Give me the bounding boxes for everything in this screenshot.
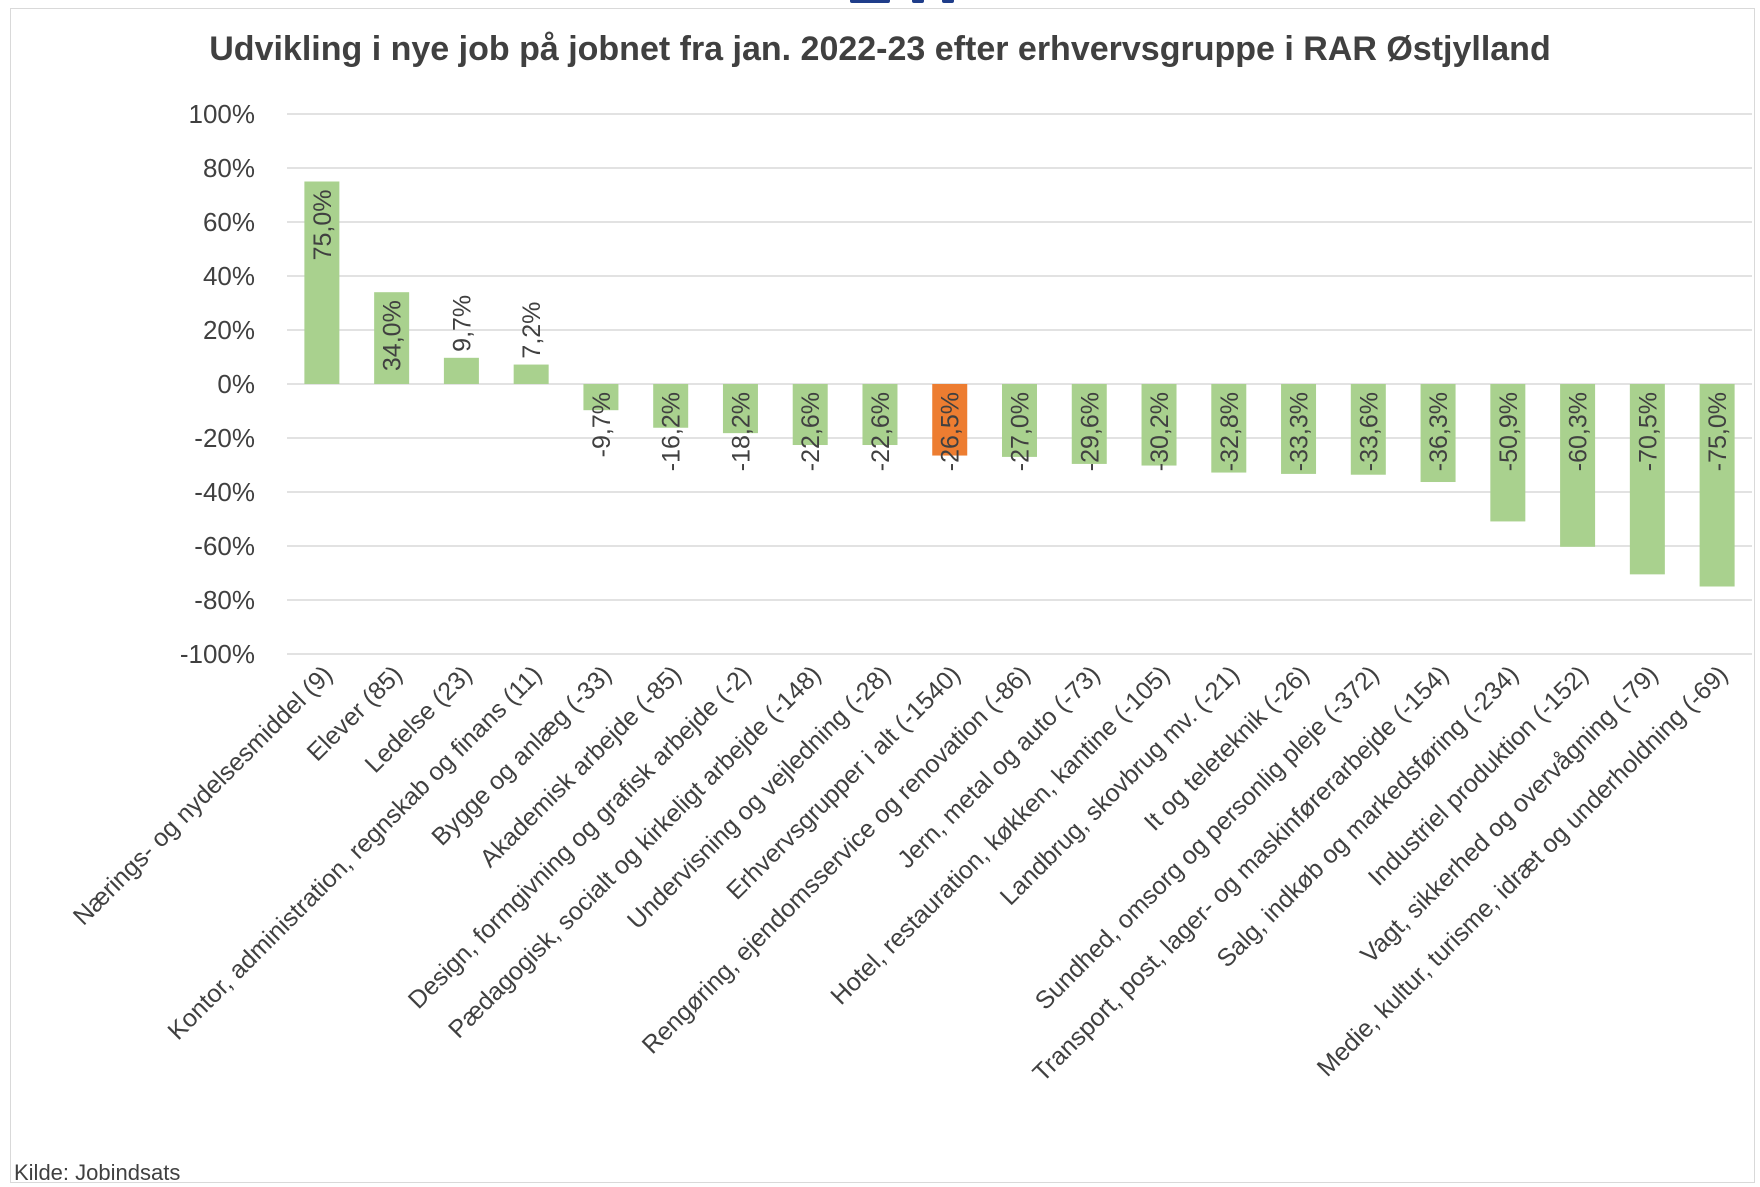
bar: [1629, 384, 1665, 575]
data-label: -50,9%: [1495, 392, 1523, 471]
bar: [653, 384, 689, 428]
bar: [862, 384, 898, 446]
data-label: -9,7%: [588, 392, 616, 457]
y-tick-label: 60%: [203, 207, 255, 237]
y-tick-label: 0%: [217, 369, 255, 399]
data-label: -30,2%: [1146, 392, 1174, 471]
data-labels: 75,0% 34,0% 9,7% 7,2% -9,7% -16,2% -18,2% -22,6…: [309, 190, 1732, 472]
x-axis-labels: Nærings- og nydelsesmiddel (9)Elever (85…: [68, 660, 1734, 1087]
data-label: -75,0%: [1704, 392, 1732, 471]
y-tick-label: -20%: [194, 423, 255, 453]
data-label: 7,2%: [518, 302, 546, 359]
data-label: 75,0%: [309, 190, 337, 261]
chart-frame: [10, 8, 1755, 1183]
data-label: -27,0%: [1007, 392, 1035, 471]
data-label: -33,6%: [1355, 392, 1383, 471]
bar: [583, 384, 619, 411]
bar: [1211, 384, 1247, 473]
data-label: 9,7%: [448, 295, 476, 352]
bar: [1141, 384, 1177, 466]
bar: [1002, 384, 1037, 457]
bar: [932, 384, 968, 456]
bar: [1699, 384, 1735, 587]
data-label: -22,6%: [797, 392, 825, 471]
bar: [374, 292, 410, 384]
y-tick-label: 100%: [189, 99, 256, 129]
bar: [304, 181, 340, 384]
y-tick-label: 80%: [203, 153, 255, 183]
bar: [1490, 384, 1526, 522]
bar: [1071, 384, 1107, 464]
y-tick-label: -80%: [194, 585, 255, 615]
y-tick-label: -40%: [194, 477, 255, 507]
bar: [722, 384, 758, 434]
data-label: 34,0%: [379, 300, 407, 371]
y-axis-ticks: 100% 80% 60% 40% 20% 0% -20% -40% -60% -80% -100%: [180, 99, 255, 669]
y-tick-label: 20%: [203, 315, 255, 345]
y-tick-label: -60%: [194, 531, 255, 561]
chart-title: Udvikling i nye job på jobnet fra jan. 2…: [209, 30, 1551, 68]
data-label: -60,3%: [1565, 392, 1593, 471]
bar: [1350, 384, 1386, 475]
data-label: -16,2%: [658, 392, 686, 471]
data-label: -33,3%: [1286, 392, 1314, 471]
data-label: -26,5%: [937, 392, 965, 471]
data-label: -22,6%: [867, 392, 895, 471]
data-label: -70,5%: [1634, 392, 1662, 471]
bar: [513, 364, 549, 384]
data-label: -18,2%: [727, 392, 755, 471]
bars: [304, 181, 1735, 587]
data-label: -32,8%: [1216, 392, 1244, 471]
data-label: -36,3%: [1425, 392, 1453, 471]
y-tick-label: -100%: [180, 639, 255, 669]
bar: [1420, 384, 1456, 483]
bar: [443, 357, 479, 384]
data-label: -29,6%: [1076, 392, 1104, 471]
bar: [1281, 384, 1317, 474]
bar: [792, 384, 828, 446]
header-logo-fragment: [850, 0, 970, 4]
source-note: Kilde: Jobindsats: [14, 1160, 181, 1185]
y-tick-label: 40%: [203, 261, 255, 291]
bar: [1560, 384, 1596, 547]
